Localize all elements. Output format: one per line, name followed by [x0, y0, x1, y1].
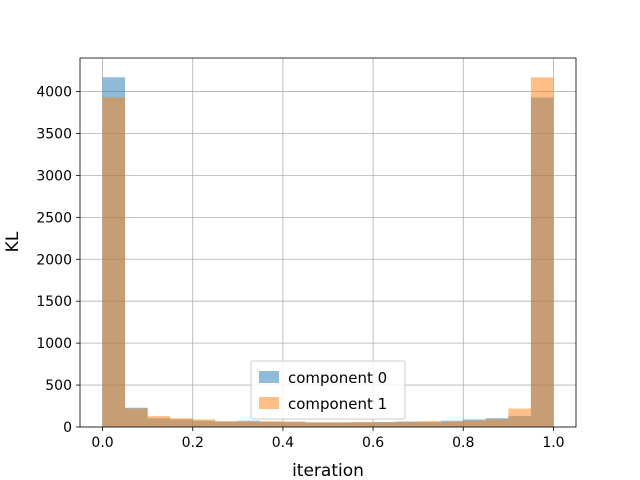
bar-series-1-bin-10: [328, 422, 351, 427]
bar-series-1-bin-4: [192, 419, 216, 427]
y-tick-label: 2000: [36, 252, 72, 268]
y-tick-label: 3500: [36, 126, 72, 142]
bar-series-1-bin-5: [215, 421, 238, 427]
y-tick-label: 3000: [36, 168, 72, 184]
legend-box: [250, 360, 406, 420]
bar-series-1-bin-13: [395, 421, 419, 427]
x-axis-ticks: 0.0 0.2 0.4 0.6 0.8 1.0: [91, 427, 565, 451]
y-tick-label: 1500: [36, 294, 72, 310]
x-axis-label: iteration: [292, 461, 364, 480]
y-tick-label: 2500: [36, 210, 72, 226]
bar-series-1-bin-15: [440, 421, 464, 427]
legend-swatch-0: [259, 371, 279, 383]
legend-label-1: component 1: [288, 395, 387, 413]
y-tick-label: 500: [45, 378, 72, 394]
y-axis-ticks: 0 500 1000 1500 2000 2500 3000 3500 4000: [36, 85, 80, 436]
y-tick-label: 1000: [36, 336, 72, 352]
y-axis-label: KL: [3, 231, 23, 252]
bar-series-1-bin-7: [260, 421, 283, 427]
bar-series-1-bin-16: [463, 420, 486, 427]
bar-series-1-bin-6: [237, 421, 261, 427]
bar-series-1-bin-19: [530, 77, 554, 427]
histogram-bars: [102, 77, 554, 428]
bar-series-1-bin-1: [125, 408, 148, 427]
bar-series-1-bin-14: [418, 421, 441, 427]
plot-frame: [79, 57, 577, 428]
series-1-bars: [102, 77, 554, 428]
x-tick-label: 0.0: [91, 435, 113, 451]
x-tick-label: 0.2: [182, 435, 204, 451]
x-tick-label: 0.8: [452, 435, 474, 451]
bar-series-1-bin-2: [147, 416, 171, 427]
x-tick-label: 1.0: [542, 435, 564, 451]
x-tick-label: 0.6: [362, 435, 384, 451]
legend: component 0 component 1: [250, 360, 406, 420]
bar-series-1-bin-11: [350, 421, 374, 427]
legend-label-0: component 0: [288, 369, 387, 387]
legend-swatch-1: [259, 397, 279, 409]
bar-series-1-bin-12: [373, 422, 396, 427]
bar-series-1-bin-9: [305, 422, 328, 427]
bar-series-1-bin-17: [485, 419, 509, 427]
bar-series-1-bin-8: [282, 421, 306, 427]
bar-series-1-bin-0: [102, 97, 126, 428]
y-tick-label: 4000: [36, 85, 72, 101]
y-tick-label: 0: [63, 420, 72, 436]
bar-series-1-bin-18: [508, 408, 531, 427]
x-tick-label: 0.4: [272, 435, 294, 451]
bar-series-1-bin-3: [170, 418, 193, 427]
